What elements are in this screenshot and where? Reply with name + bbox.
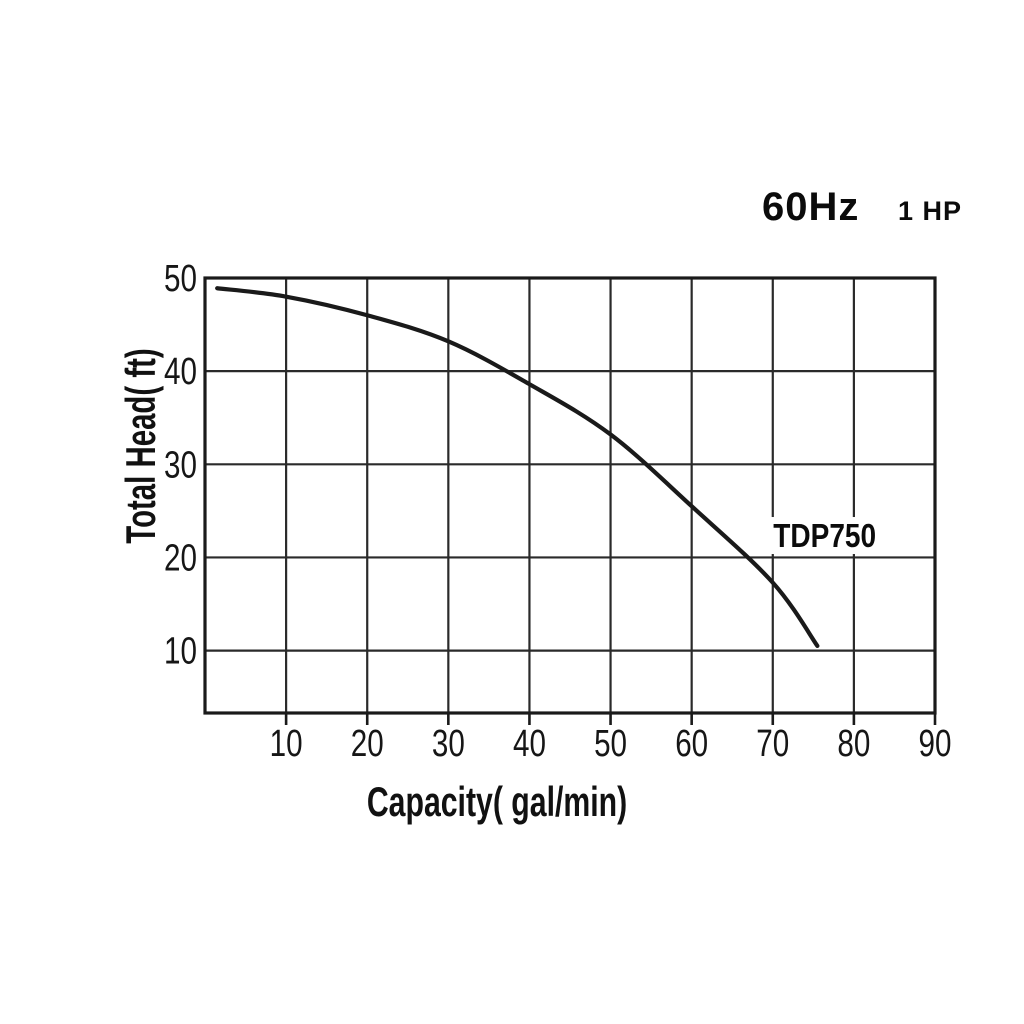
x-tick-label: 80: [837, 723, 870, 765]
x-tick-label: 30: [432, 723, 465, 765]
x-tick-label: 20: [351, 723, 384, 765]
y-axis-title: Total Head( ft): [117, 348, 165, 543]
x-axis-title: Capacity( gal/min): [367, 778, 627, 825]
curve-label-background: [765, 517, 884, 555]
plot-area: 10 20 30 40 50 60 70 80 90 10 20 30 40 50 TDP750: [164, 258, 951, 765]
y-tick-label: 20: [164, 537, 197, 579]
frequency-label: 60Hz: [762, 185, 859, 229]
curve-label: TDP750: [773, 518, 876, 555]
x-tick-label: 60: [675, 723, 708, 765]
x-tick-label: 40: [513, 723, 546, 765]
chart-header: 60Hz 1 HP: [762, 185, 962, 229]
plot-border: [203, 276, 937, 715]
x-tick-label: 90: [919, 723, 952, 765]
x-tick-label: 50: [594, 723, 627, 765]
pump-curve: [215, 286, 820, 649]
y-tick-label: 50: [164, 258, 197, 300]
x-tick-label: 70: [756, 723, 789, 765]
y-tick-label: 30: [164, 444, 197, 486]
y-tick-label: 10: [164, 630, 197, 672]
y-tick-label: 40: [164, 351, 197, 393]
x-tick-label: 10: [270, 723, 303, 765]
power-rating-label: 1 HP: [898, 196, 962, 226]
